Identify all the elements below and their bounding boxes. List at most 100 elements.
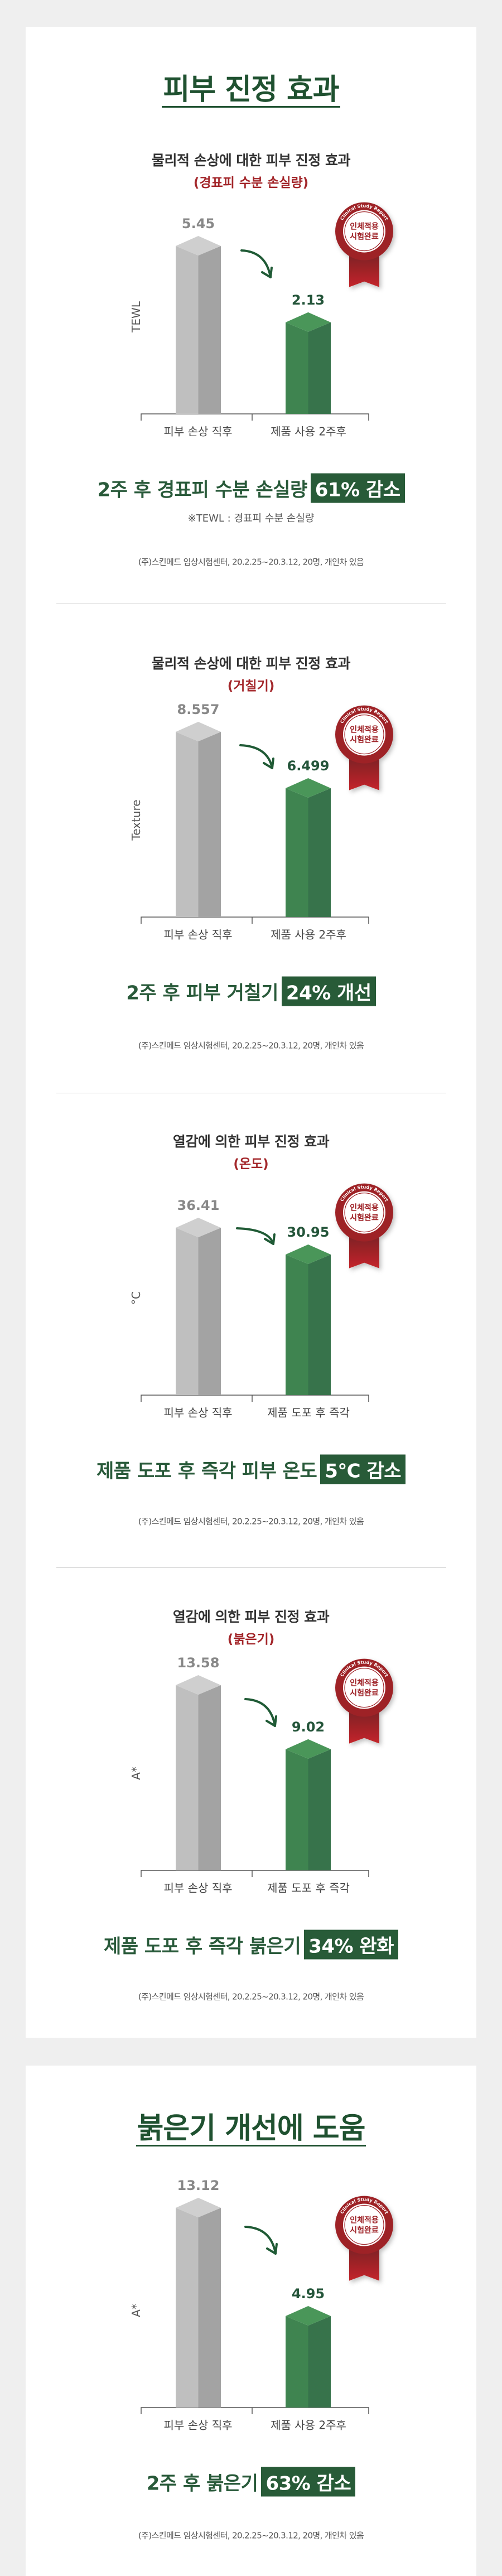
bar-after-value-label: 30.95 xyxy=(287,1224,330,1240)
badge-line1: 인체적용 xyxy=(350,222,379,231)
chart-section: 물리적 손상에 대한 피부 진정 효과 (거칠기) 8.557 6.499 Tex… xyxy=(0,649,502,1084)
x-axis-label-before: 피부 손상 직후 xyxy=(163,1881,233,1895)
chart-section: 열감에 의한 피부 진정 효과 (붉은기) 13.58 9.02 A* 피부 손상… xyxy=(0,1603,502,2038)
chart-subtitle: 물리적 손상에 대한 피부 진정 효과 xyxy=(151,152,351,168)
y-axis-label: A* xyxy=(129,2304,143,2317)
arrow-head-icon xyxy=(266,1715,277,1727)
badge-line2: 시험완료 xyxy=(350,232,379,242)
decrease-arrow-icon xyxy=(244,1698,276,1727)
badge-line2: 시험완료 xyxy=(350,1689,379,1698)
study-source-text: (주)스킨메드 임상시험센터, 20.2.25~20.3.12, 20명, 개인… xyxy=(138,1516,364,1527)
bar-after-top-face xyxy=(286,778,331,798)
study-source-text: (주)스킨메드 임상시험센터, 20.2.25~20.3.12, 20명, 개인… xyxy=(138,557,364,567)
bar-before-side-face xyxy=(198,246,221,414)
headline-highlight-badge: 63% 감소 xyxy=(261,2467,356,2497)
arrow-head-icon xyxy=(261,267,273,278)
x-axis-label-before: 피부 손상 직후 xyxy=(163,1406,233,1420)
chart-subtitle-metric: (붉은기) xyxy=(227,1632,275,1647)
bar-after-front-face xyxy=(286,788,308,917)
arrow-head-icon xyxy=(263,758,274,769)
chart-section: 열감에 의한 피부 진정 효과 (온도) 36.41 30.95 °C 피부 손상… xyxy=(0,1127,502,1562)
bar-after-top-face xyxy=(286,312,331,332)
badge-line1: 인체적용 xyxy=(350,1203,379,1213)
bar-before-value-label: 36.41 xyxy=(177,1198,220,1213)
decrease-arrow-icon xyxy=(236,1227,274,1245)
y-axis-label: Texture xyxy=(129,799,143,841)
y-axis-label: TEWL xyxy=(129,301,143,332)
bar-chart: 36.41 30.95 xyxy=(141,1198,369,1402)
x-axis-label-before: 피부 손상 직후 xyxy=(163,2418,233,2432)
x-axis-label-after: 제품 사용 2주후 xyxy=(271,424,346,438)
study-source-text: (주)스킨메드 임상시험센터, 20.2.25~20.3.12, 20명, 개인… xyxy=(138,1040,364,1051)
title-text: 피부 진정 효과 xyxy=(162,73,340,108)
arrow-head-icon xyxy=(264,1233,276,1245)
headline-text: 제품 도포 후 즉각 피부 온도 xyxy=(96,1460,317,1483)
chart-subtitle-metric: (경표피 수분 손실량) xyxy=(193,176,309,190)
badge-line2: 시험완료 xyxy=(350,2226,379,2235)
result-headline: 2주 후 피부 거칠기 24% 개선 xyxy=(0,976,502,1006)
footnote: ※TEWL : 경표피 수분 손실량 xyxy=(187,513,315,524)
x-axis-line xyxy=(141,1870,369,1877)
bar-before-top-face xyxy=(176,236,221,255)
bar-after-value-label: 6.499 xyxy=(287,758,330,774)
headline-text: 2주 후 피부 거칠기 xyxy=(126,982,278,1005)
clinical-study-badge-icon: Clinical Study Report 인체적용 시험완료 xyxy=(335,2196,393,2281)
clinical-study-badge-icon: Clinical Study Report 인체적용 시험완료 xyxy=(335,705,393,790)
bar-after-front-face xyxy=(286,1749,308,1870)
bar-before-side-face xyxy=(198,2208,221,2408)
bar-after-front-face xyxy=(286,322,308,414)
bar-chart: 8.557 6.499 xyxy=(141,702,369,924)
chart-subtitle: 열감에 의한 피부 진정 효과 xyxy=(172,1609,330,1625)
x-axis-line xyxy=(141,413,369,421)
x-axis-line xyxy=(141,1395,369,1402)
badge-line2: 시험완료 xyxy=(350,735,379,745)
bar-chart: 13.12 4.95 xyxy=(141,2178,369,2414)
bar-after-top-face xyxy=(286,1244,331,1265)
badge-line1: 인체적용 xyxy=(350,2216,379,2225)
bar-after-value-label: 2.13 xyxy=(292,292,325,308)
x-axis-label-after: 제품 사용 2주후 xyxy=(271,2418,346,2432)
bar-before-top-face xyxy=(176,722,221,741)
bar-chart: 5.45 2.13 xyxy=(141,216,369,421)
chart-subtitle-metric: (온도) xyxy=(233,1157,269,1171)
decrease-arrow-icon xyxy=(239,744,273,769)
page-title-redness: 붉은기 개선에 도움 xyxy=(0,2112,502,2146)
chart-section: 13.12 4.95 A* 피부 손상 직후 제품 사용 2주후 Clinical… xyxy=(0,2140,502,2575)
page-title-skin-soothing: 피부 진정 효과 xyxy=(0,73,502,108)
bar-after-side-face xyxy=(308,322,331,414)
effect-card-skin-soothing xyxy=(26,27,476,2038)
bar-before-top-face xyxy=(176,2198,221,2217)
x-axis-label-before: 피부 손상 직후 xyxy=(163,928,233,942)
bar-before-side-face xyxy=(198,1685,221,1870)
headline-highlight-badge: 24% 개선 xyxy=(281,976,376,1006)
headline-text: 2주 후 붉은기 xyxy=(146,2472,258,2495)
bar-before-value-label: 8.557 xyxy=(177,702,220,717)
x-axis-label-before: 피부 손상 직후 xyxy=(163,424,233,438)
bar-after-top-face xyxy=(286,2305,331,2326)
x-axis-label-after: 제품 사용 2주후 xyxy=(271,928,346,942)
bar-before-front-face xyxy=(176,1228,199,1395)
title-text: 붉은기 개선에 도움 xyxy=(136,2112,366,2146)
bar-after-side-face xyxy=(308,788,331,917)
bar-before-side-face xyxy=(198,1228,221,1395)
headline-highlight-badge: 61% 감소 xyxy=(310,473,405,503)
bar-after-top-face xyxy=(286,1739,331,1759)
bar-after-side-face xyxy=(308,1749,331,1870)
bar-before-front-face xyxy=(176,2208,199,2408)
bar-after-value-label: 4.95 xyxy=(292,2286,325,2302)
result-headline: 2주 후 경표피 수분 손실량 61% 감소 xyxy=(0,473,502,503)
study-source-text: (주)스킨메드 임상시험센터, 20.2.25~20.3.12, 20명, 개인… xyxy=(138,1991,364,2002)
bar-after-value-label: 9.02 xyxy=(292,1719,325,1735)
clinical-study-badge-icon: Clinical Study Report 인체적용 시험완료 xyxy=(335,1183,393,1268)
section-divider xyxy=(56,1567,446,1568)
chart-subtitle-metric: (거칠기) xyxy=(227,679,275,693)
study-source-text: (주)스킨메드 임상시험센터, 20.2.25~20.3.12, 20명, 개인… xyxy=(138,2530,364,2541)
bar-after-side-face xyxy=(308,2315,331,2408)
x-axis-label-after: 제품 도포 후 즉각 xyxy=(267,1881,350,1895)
bar-before-value-label: 5.45 xyxy=(182,216,215,231)
chart-subtitle: 열감에 의한 피부 진정 효과 xyxy=(172,1133,330,1150)
clinical-study-badge-icon: Clinical Study Report 인체적용 시험완료 xyxy=(335,1658,393,1744)
bar-chart: 13.58 9.02 xyxy=(141,1655,369,1877)
chart-subtitle: 물리적 손상에 대한 피부 진정 효과 xyxy=(151,655,351,672)
headline-highlight-badge: 5℃ 감소 xyxy=(320,1454,406,1484)
